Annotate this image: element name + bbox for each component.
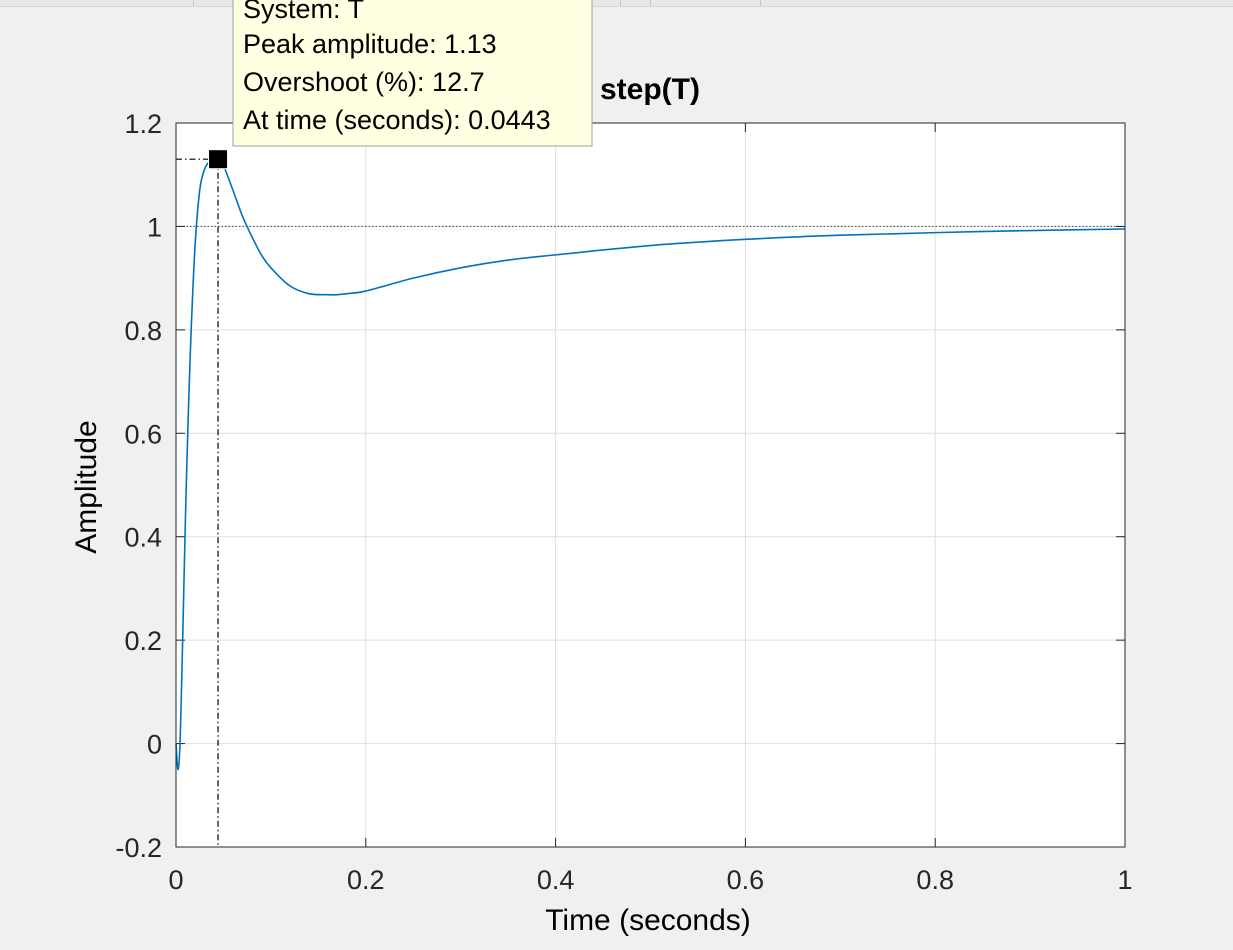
x-tick-label: 0.8 xyxy=(916,865,954,895)
toolbar-separator xyxy=(193,0,194,6)
toolbar-separator xyxy=(760,0,761,6)
peak-marker[interactable] xyxy=(208,149,229,170)
datatip-box xyxy=(232,0,593,147)
plot-area[interactable] xyxy=(176,123,1125,847)
x-tick-label: 0.6 xyxy=(727,865,765,895)
datatip-line-time: At time (seconds): 0.0443 xyxy=(243,105,551,135)
y-tick-label: 1 xyxy=(147,212,162,242)
x-tick-label: 0.4 xyxy=(537,865,575,895)
grid xyxy=(176,123,1125,847)
y-tick-label: 0.4 xyxy=(124,523,162,553)
y-tick-label: 1.2 xyxy=(124,109,162,139)
y-tick-label: 0.6 xyxy=(124,419,162,449)
tick-labels: 0 0.2 0.4 0.6 0.8 1-0.200.20.40.60.811.2 xyxy=(115,109,1132,895)
datatip-line-overshoot: Overshoot (%): 12.7 xyxy=(243,67,485,97)
x-axis-label: Time (seconds) xyxy=(545,904,751,937)
y-tick-label: 0 xyxy=(147,730,162,760)
x-tick-label: 0 xyxy=(168,865,183,895)
y-tick-label: 0.2 xyxy=(124,626,162,656)
toolbar-separator xyxy=(620,0,621,6)
x-tick-label: 0.2 xyxy=(347,865,385,895)
step-response-curve[interactable] xyxy=(175,157,1126,771)
x-tick-label: 1 xyxy=(1117,865,1132,895)
y-tick-label: -0.2 xyxy=(115,833,162,863)
datatip-line-peak-amplitude: Peak amplitude: 1.13 xyxy=(243,29,497,59)
datatip-line-system: System: T xyxy=(243,0,364,24)
chart-title: step(T) xyxy=(600,73,700,106)
figure-toolbar-strip xyxy=(0,0,1233,7)
y-tick-label: 0.8 xyxy=(124,316,162,346)
y-axis-label: Amplitude xyxy=(70,420,103,553)
peak-datatip[interactable]: System: T Peak amplitude: 1.13 Overshoot… xyxy=(232,0,593,147)
toolbar-separator xyxy=(650,0,651,6)
plot-frame xyxy=(175,122,1126,848)
